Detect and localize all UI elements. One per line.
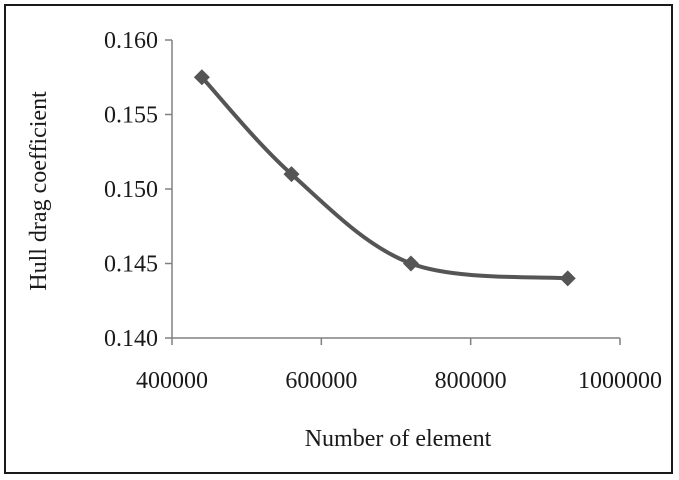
y-tick-label: 0.140 xyxy=(104,326,158,352)
x-tick-label: 400000 xyxy=(136,368,208,394)
series-line xyxy=(199,75,570,281)
y-tick-label: 0.145 xyxy=(104,252,158,278)
x-tick-label: 800000 xyxy=(435,368,507,394)
data-point-marker xyxy=(283,166,300,183)
x-axis-title: Number of element xyxy=(305,426,492,452)
y-tick-label: 0.155 xyxy=(104,103,158,129)
y-tick-label: 0.160 xyxy=(104,28,158,54)
x-tick-label: 600000 xyxy=(285,368,357,394)
y-axis-title: Hull drag coefficient xyxy=(26,91,52,291)
data-point-marker xyxy=(559,270,576,287)
data-point-marker xyxy=(402,255,419,272)
axes xyxy=(171,40,620,339)
y-tick-label: 0.150 xyxy=(104,177,158,203)
y-ticks: 0.140 0.145 0.150 0.155 0.160 xyxy=(104,28,172,352)
x-ticks: 400000 600000 800000 1000000 xyxy=(136,338,662,394)
data-point-marker xyxy=(193,69,210,86)
chart-frame xyxy=(4,4,673,474)
series-markers xyxy=(193,69,576,287)
x-tick-label: 1000000 xyxy=(578,368,662,394)
